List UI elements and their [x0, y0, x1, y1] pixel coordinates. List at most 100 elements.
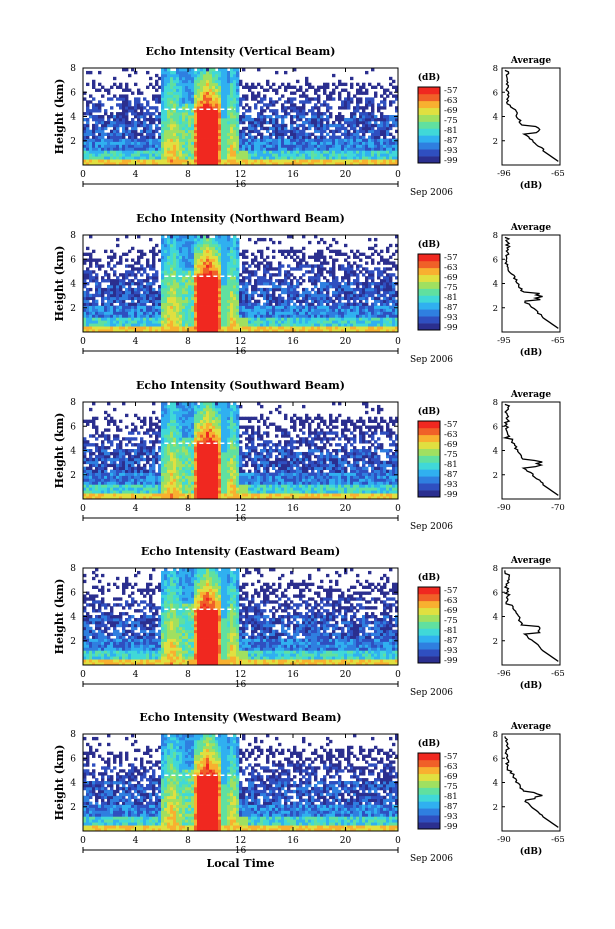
heatmap-cell: [173, 320, 177, 324]
heatmap-cell: [263, 287, 267, 292]
heatmap-cell: [377, 135, 381, 139]
heatmap-cell: [200, 106, 204, 110]
heatmap-cell: [137, 106, 141, 110]
heatmap-cell: [95, 308, 99, 312]
heatmap-cell: [293, 290, 297, 295]
heatmap-cell: [224, 252, 228, 256]
heatmap-cell: [227, 156, 231, 160]
heatmap-cell: [89, 129, 93, 134]
heatmap-cell: [161, 97, 165, 101]
heatmap-cell: [278, 299, 282, 304]
heatmap-cell: [221, 284, 225, 289]
heatmap-cell: [278, 162, 282, 166]
heatmap-cell: [299, 147, 303, 151]
avg-x-tick-label: -96: [497, 169, 511, 179]
heatmap-cell: [206, 123, 210, 128]
heatmap-cell: [95, 141, 99, 145]
heatmap-cell: [164, 76, 168, 81]
heatmap-cell: [335, 276, 339, 280]
heatmap-cell: [323, 126, 327, 131]
heatmap-cell: [338, 82, 342, 87]
heatmap-cell: [272, 159, 276, 163]
heatmap-cell: [182, 270, 186, 274]
heatmap-cell: [137, 100, 141, 104]
heatmap-cell: [101, 326, 105, 330]
heatmap-cell: [194, 91, 198, 95]
heatmap-cell: [365, 320, 369, 324]
heatmap-cell: [239, 308, 243, 312]
heatmap-cell: [191, 299, 195, 304]
heatmap-cell: [254, 117, 258, 122]
heatmap-cell: [323, 100, 327, 104]
heatmap-cell: [233, 255, 237, 259]
heatmap-cell: [242, 329, 246, 333]
heatmap-cell: [137, 320, 141, 324]
heatmap-cell: [176, 147, 180, 151]
heatmap-cell: [341, 284, 345, 289]
heatmap-cell: [347, 117, 351, 122]
heatmap-cell: [341, 106, 345, 110]
heatmap-cell: [197, 150, 201, 154]
heatmap-cell: [182, 302, 186, 306]
heatmap-cell: [104, 273, 108, 277]
heatmap-cell: [161, 284, 165, 289]
heatmap-cell: [332, 237, 336, 242]
heatmap-cell: [95, 103, 99, 107]
heatmap-cell: [197, 255, 201, 259]
heatmap-cell: [206, 129, 210, 134]
heatmap-cell: [395, 144, 399, 148]
heatmap-cell: [161, 329, 165, 333]
heatmap-cell: [269, 144, 273, 148]
heatmap-cell: [266, 326, 270, 330]
heatmap-cell: [113, 264, 117, 268]
heatmap-cell: [215, 94, 219, 98]
heatmap-cell: [164, 299, 168, 304]
heatmap-cell: [305, 308, 309, 312]
heatmap-cell: [350, 100, 354, 104]
heatmap-cell: [194, 240, 198, 245]
heatmap-cell: [116, 147, 120, 151]
heatmap-cell: [158, 162, 162, 166]
heatmap-cell: [191, 270, 195, 274]
heatmap-cell: [263, 153, 267, 157]
heatmap-cell: [353, 147, 357, 151]
heatmap-cell: [209, 276, 213, 280]
heatmap-cell: [158, 85, 162, 89]
heatmap-cell: [185, 302, 189, 306]
heatmap-cell: [263, 329, 267, 333]
heatmap-cell: [140, 299, 144, 304]
heatmap-cell: [242, 255, 246, 259]
heatmap-cell: [356, 138, 360, 142]
heatmap-cell: [89, 308, 93, 312]
heatmap-cell: [236, 243, 240, 248]
heatmap-cell: [338, 296, 342, 301]
heatmap-cell: [224, 296, 228, 301]
heatmap-cell: [218, 255, 222, 259]
heatmap-cell: [251, 147, 255, 151]
heatmap-cell: [200, 135, 204, 139]
heatmap-cell: [266, 144, 270, 148]
heatmap-cell: [173, 299, 177, 304]
heatmap-cell: [215, 255, 219, 259]
heatmap-cell: [224, 317, 228, 321]
heatmap-cell: [254, 282, 258, 286]
heatmap-cell: [122, 293, 126, 298]
heatmap-cell: [209, 123, 213, 128]
heatmap-cell: [215, 76, 219, 81]
heatmap-cell: [119, 261, 123, 265]
heatmap-cell: [113, 326, 117, 330]
heatmap-cell: [125, 153, 129, 157]
heatmap-cell: [278, 311, 282, 315]
heatmap-cell: [365, 112, 369, 116]
heatmap-cell: [188, 255, 192, 259]
heatmap-cell: [173, 156, 177, 160]
heatmap-cell: [194, 270, 198, 274]
heatmap-cell: [194, 308, 198, 312]
heatmap-cell: [251, 138, 255, 142]
heatmap-cell: [389, 138, 393, 142]
heatmap-cell: [197, 135, 201, 139]
heatmap-cell: [164, 267, 168, 271]
heatmap-cell: [92, 276, 96, 280]
heatmap-cell: [194, 246, 198, 251]
heatmap-cell: [194, 150, 198, 154]
